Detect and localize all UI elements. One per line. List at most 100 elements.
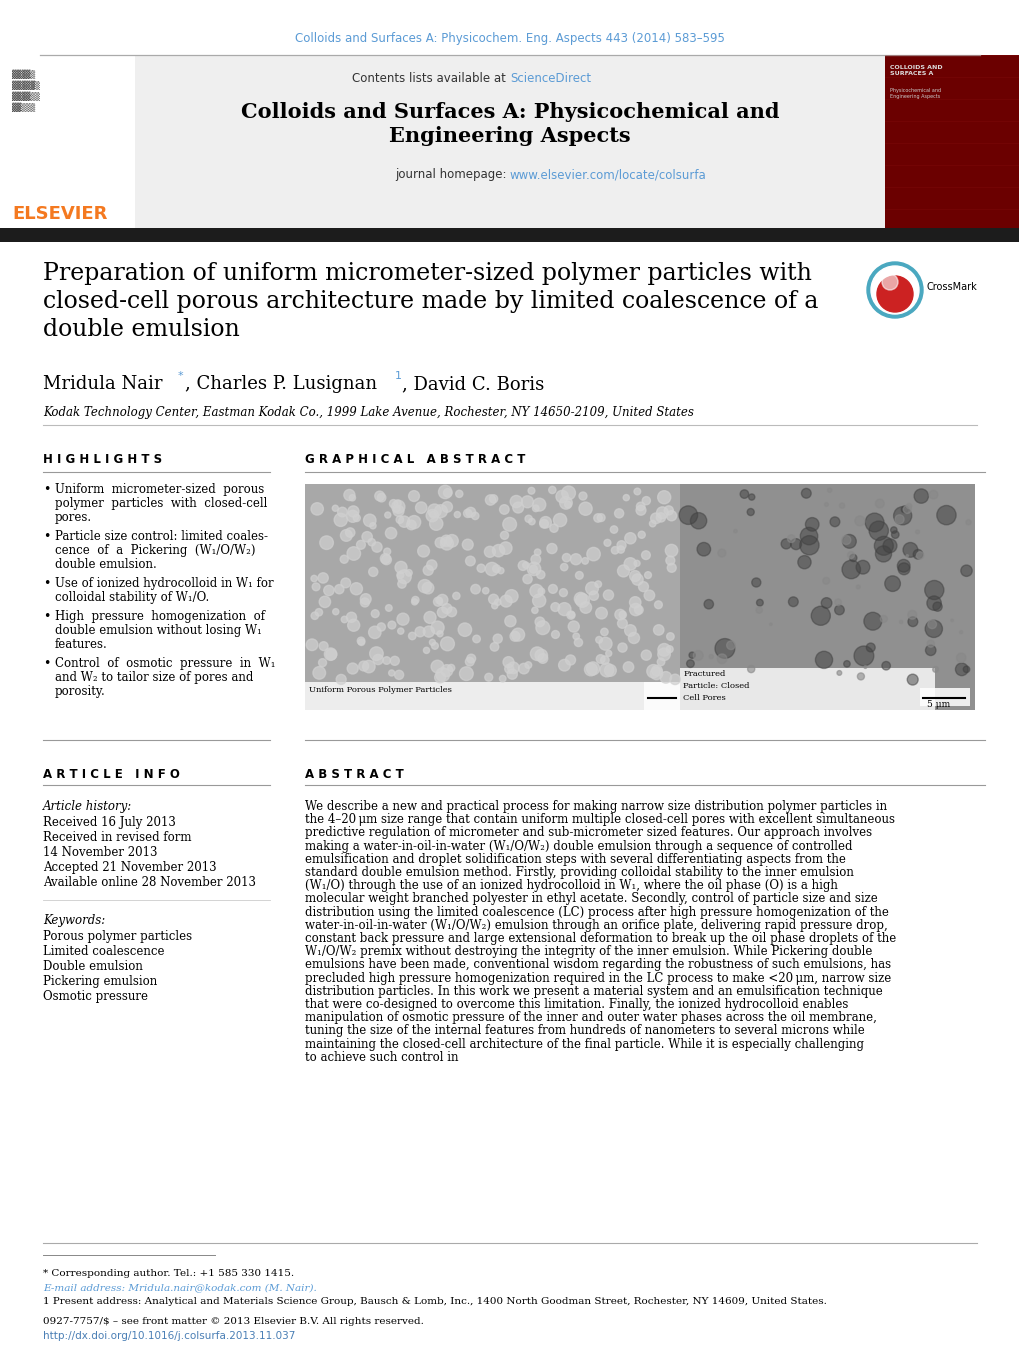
Circle shape [603,590,613,600]
Circle shape [843,661,850,667]
Circle shape [346,547,360,561]
Circle shape [336,674,345,685]
Text: double emulsion: double emulsion [43,317,239,340]
Circle shape [422,582,433,594]
Circle shape [912,550,922,559]
Circle shape [897,563,909,574]
Text: Fractured: Fractured [683,670,725,678]
Text: Control  of  osmotic  pressure  in  W₁: Control of osmotic pressure in W₁ [55,657,275,670]
Circle shape [395,516,404,523]
Circle shape [755,607,761,613]
Circle shape [521,496,533,508]
Circle shape [656,658,664,666]
Circle shape [435,597,442,604]
Circle shape [374,492,384,501]
Text: Limited coalescence: Limited coalescence [43,944,164,958]
Circle shape [510,496,522,508]
Circle shape [561,486,575,500]
Circle shape [800,527,817,544]
Circle shape [435,667,449,681]
Text: manipulation of osmotic pressure of the inner and outer water phases across the : manipulation of osmotic pressure of the … [305,1011,876,1024]
Circle shape [717,549,726,557]
Circle shape [320,536,333,550]
Circle shape [389,500,397,508]
Bar [644,682,680,711]
Circle shape [634,488,640,494]
Circle shape [565,501,571,508]
Circle shape [532,499,545,511]
Circle shape [688,653,695,658]
Text: Particle: Closed: Particle: Closed [683,682,749,690]
Circle shape [383,549,390,555]
Text: distribution particles. In this work we present a material system and an emulsif: distribution particles. In this work we … [305,985,881,998]
Circle shape [868,521,888,540]
Circle shape [600,655,608,665]
Circle shape [555,490,568,503]
Circle shape [829,517,839,527]
Circle shape [306,639,318,651]
Circle shape [644,571,651,578]
Circle shape [315,608,322,616]
Circle shape [418,580,431,593]
Circle shape [415,627,425,636]
Text: Mridula Nair: Mridula Nair [43,376,162,393]
Text: standard double emulsion method. Firstly, providing colloidal stability to the i: standard double emulsion method. Firstly… [305,866,853,880]
Circle shape [551,631,558,639]
Circle shape [440,535,451,546]
Circle shape [638,531,645,538]
Circle shape [466,508,475,517]
Circle shape [740,490,748,499]
Circle shape [629,604,641,616]
Circle shape [598,638,611,650]
Circle shape [525,515,532,523]
Circle shape [559,497,572,509]
Circle shape [318,659,326,666]
Circle shape [535,650,547,662]
Circle shape [834,605,844,615]
Circle shape [842,535,855,549]
Circle shape [491,603,497,609]
Circle shape [653,624,663,635]
Circle shape [513,503,523,513]
Circle shape [411,598,418,605]
Circle shape [636,505,645,515]
Circle shape [363,515,376,527]
Circle shape [666,563,676,573]
Circle shape [623,494,629,501]
Circle shape [579,492,586,500]
Circle shape [575,571,583,580]
Circle shape [913,489,927,503]
Circle shape [589,590,598,600]
Circle shape [924,581,943,600]
Text: Uniform Porous Polymer Particles: Uniform Porous Polymer Particles [309,686,451,694]
Circle shape [733,530,737,532]
Circle shape [485,562,498,576]
Circle shape [595,608,606,619]
Circle shape [665,557,675,565]
Circle shape [926,640,933,647]
Circle shape [435,538,445,547]
Circle shape [895,515,903,524]
Circle shape [485,494,495,505]
Text: that were co-designed to overcome this limitation. Finally, the ionized hydrocol: that were co-designed to overcome this l… [305,998,848,1011]
Circle shape [570,554,581,565]
Circle shape [391,500,405,513]
Text: 1 Present address: Analytical and Materials Science Group, Bausch & Lomb, Inc., : 1 Present address: Analytical and Materi… [43,1297,826,1306]
Circle shape [586,662,599,676]
Circle shape [801,489,810,499]
Text: Uniform  micrometer-sized  porous: Uniform micrometer-sized porous [55,484,264,496]
Circle shape [823,503,827,507]
Circle shape [392,505,399,512]
Circle shape [350,582,362,594]
Circle shape [863,612,880,630]
Text: Kodak Technology Center, Eastman Kodak Co., 1999 Lake Avenue, Rochester, NY 1465: Kodak Technology Center, Eastman Kodak C… [43,407,693,419]
Circle shape [348,494,356,501]
Circle shape [368,539,375,546]
Circle shape [536,570,544,578]
Circle shape [883,576,900,592]
Text: Colloids and Surfaces A: Physicochem. Eng. Aspects 443 (2014) 583–595: Colloids and Surfaces A: Physicochem. En… [294,32,725,45]
Circle shape [529,565,537,573]
Circle shape [657,490,671,504]
Text: A R T I C L E   I N F O: A R T I C L E I N F O [43,767,179,781]
Text: closed-cell porous architecture made by limited coalescence of a: closed-cell porous architecture made by … [43,290,817,313]
